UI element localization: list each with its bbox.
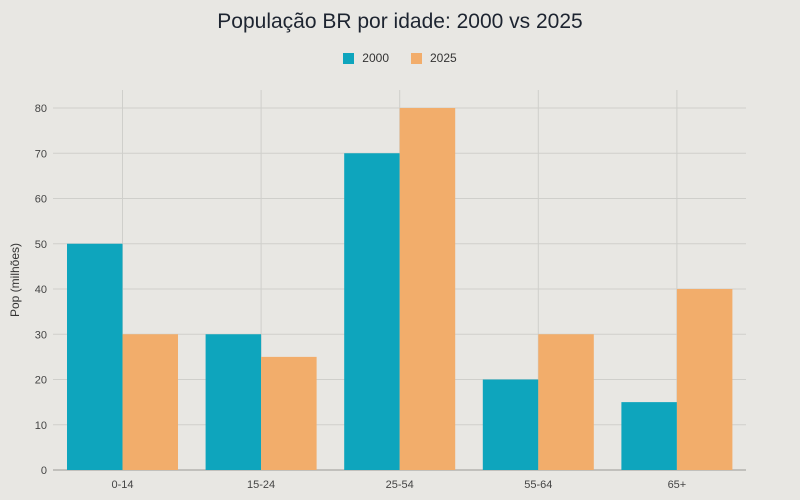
bar-2000-25-54 [344, 153, 400, 470]
x-tick-label-0-14: 0-14 [111, 479, 133, 491]
y-tick-label-0: 0 [41, 465, 47, 477]
x-tick-label-55-64: 55-64 [524, 479, 552, 491]
y-tick-label-70: 70 [35, 148, 47, 160]
bar-2025-25-54 [399, 108, 456, 470]
bar-2025-0-14 [122, 334, 178, 470]
bar-2000-0-14 [67, 243, 123, 470]
bar-2025-65+ [676, 289, 733, 470]
y-tick-label-60: 60 [35, 194, 47, 206]
bar-2000-65+ [621, 402, 677, 470]
legend-item-2025: 2025 [411, 51, 457, 65]
chart-title: População BR por idade: 2000 vs 2025 [217, 10, 583, 33]
y-tick-label-30: 30 [35, 329, 47, 341]
legend-swatch-2025 [411, 52, 422, 64]
y-tick-label-10: 10 [35, 420, 47, 432]
bar-2000-55-64 [482, 379, 539, 470]
bars-layer [67, 108, 733, 470]
y-tick-label-80: 80 [35, 103, 47, 115]
x-tick-label-25-54: 25-54 [386, 479, 414, 491]
x-tick-label-15-24: 15-24 [247, 479, 275, 491]
axis-layer: 0 10 20 30 40 50 60 70 80 0-14 15-24 25-54 55-64 65+ [35, 103, 686, 491]
y-tick-label-20: 20 [35, 375, 47, 387]
y-tick-label-40: 40 [35, 284, 47, 296]
legend-swatch-2000 [343, 52, 355, 64]
bar-2000-15-24 [205, 334, 262, 470]
y-tick-label-50: 50 [35, 239, 47, 251]
legend-label-2025: 2025 [430, 51, 457, 65]
legend: 2000 2025 [0, 51, 800, 65]
legend-label-2000: 2000 [362, 51, 389, 65]
legend-item-2000: 2000 [343, 51, 389, 65]
bar-2025-15-24 [261, 356, 317, 470]
x-tick-label-65+: 65+ [668, 479, 687, 491]
bar-2025-55-64 [538, 334, 594, 470]
